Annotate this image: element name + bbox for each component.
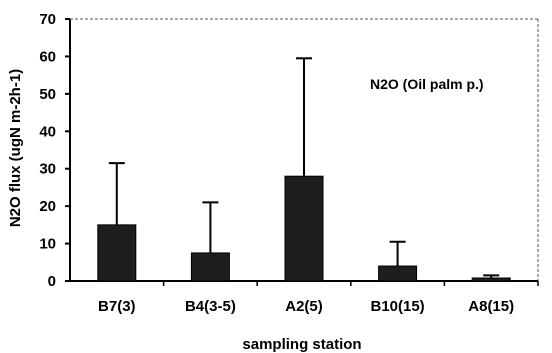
y-tick-label: 50 (39, 86, 56, 103)
y-tick-label: 30 (39, 161, 56, 178)
y-tick-label: 70 (39, 11, 56, 28)
x-tick-label: A8(15) (468, 298, 514, 315)
bar (97, 224, 137, 282)
x-tick-label: B10(15) (370, 298, 424, 315)
series-annotation: N2O (Oil palm p.) (370, 76, 484, 92)
x-tick-label: A2(5) (285, 298, 323, 315)
y-tick-label: 60 (39, 48, 56, 65)
x-tick-label: B4(3-5) (185, 298, 236, 315)
bar (284, 175, 324, 282)
bar (378, 265, 418, 282)
x-axis: B7(3) B4(3-5) A2(5) B10(15) A8(15) (70, 280, 539, 315)
error-bars (108, 57, 500, 279)
y-tick-label: 0 (48, 273, 56, 290)
y-tick-label: 20 (39, 198, 56, 215)
plot-area-frame (70, 18, 539, 281)
y-tick-label: 10 (39, 236, 56, 253)
y-axis: 0 10 20 30 40 50 60 70 (39, 11, 71, 290)
bar (190, 252, 230, 282)
y-axis-title: N2O flux (ugN m-2h-1) (7, 69, 24, 227)
x-axis-title: sampling station (242, 336, 361, 353)
y-tick-label: 40 (39, 123, 56, 140)
x-tick-label: B7(3) (98, 298, 136, 315)
bar (471, 277, 511, 282)
bars (97, 175, 511, 282)
